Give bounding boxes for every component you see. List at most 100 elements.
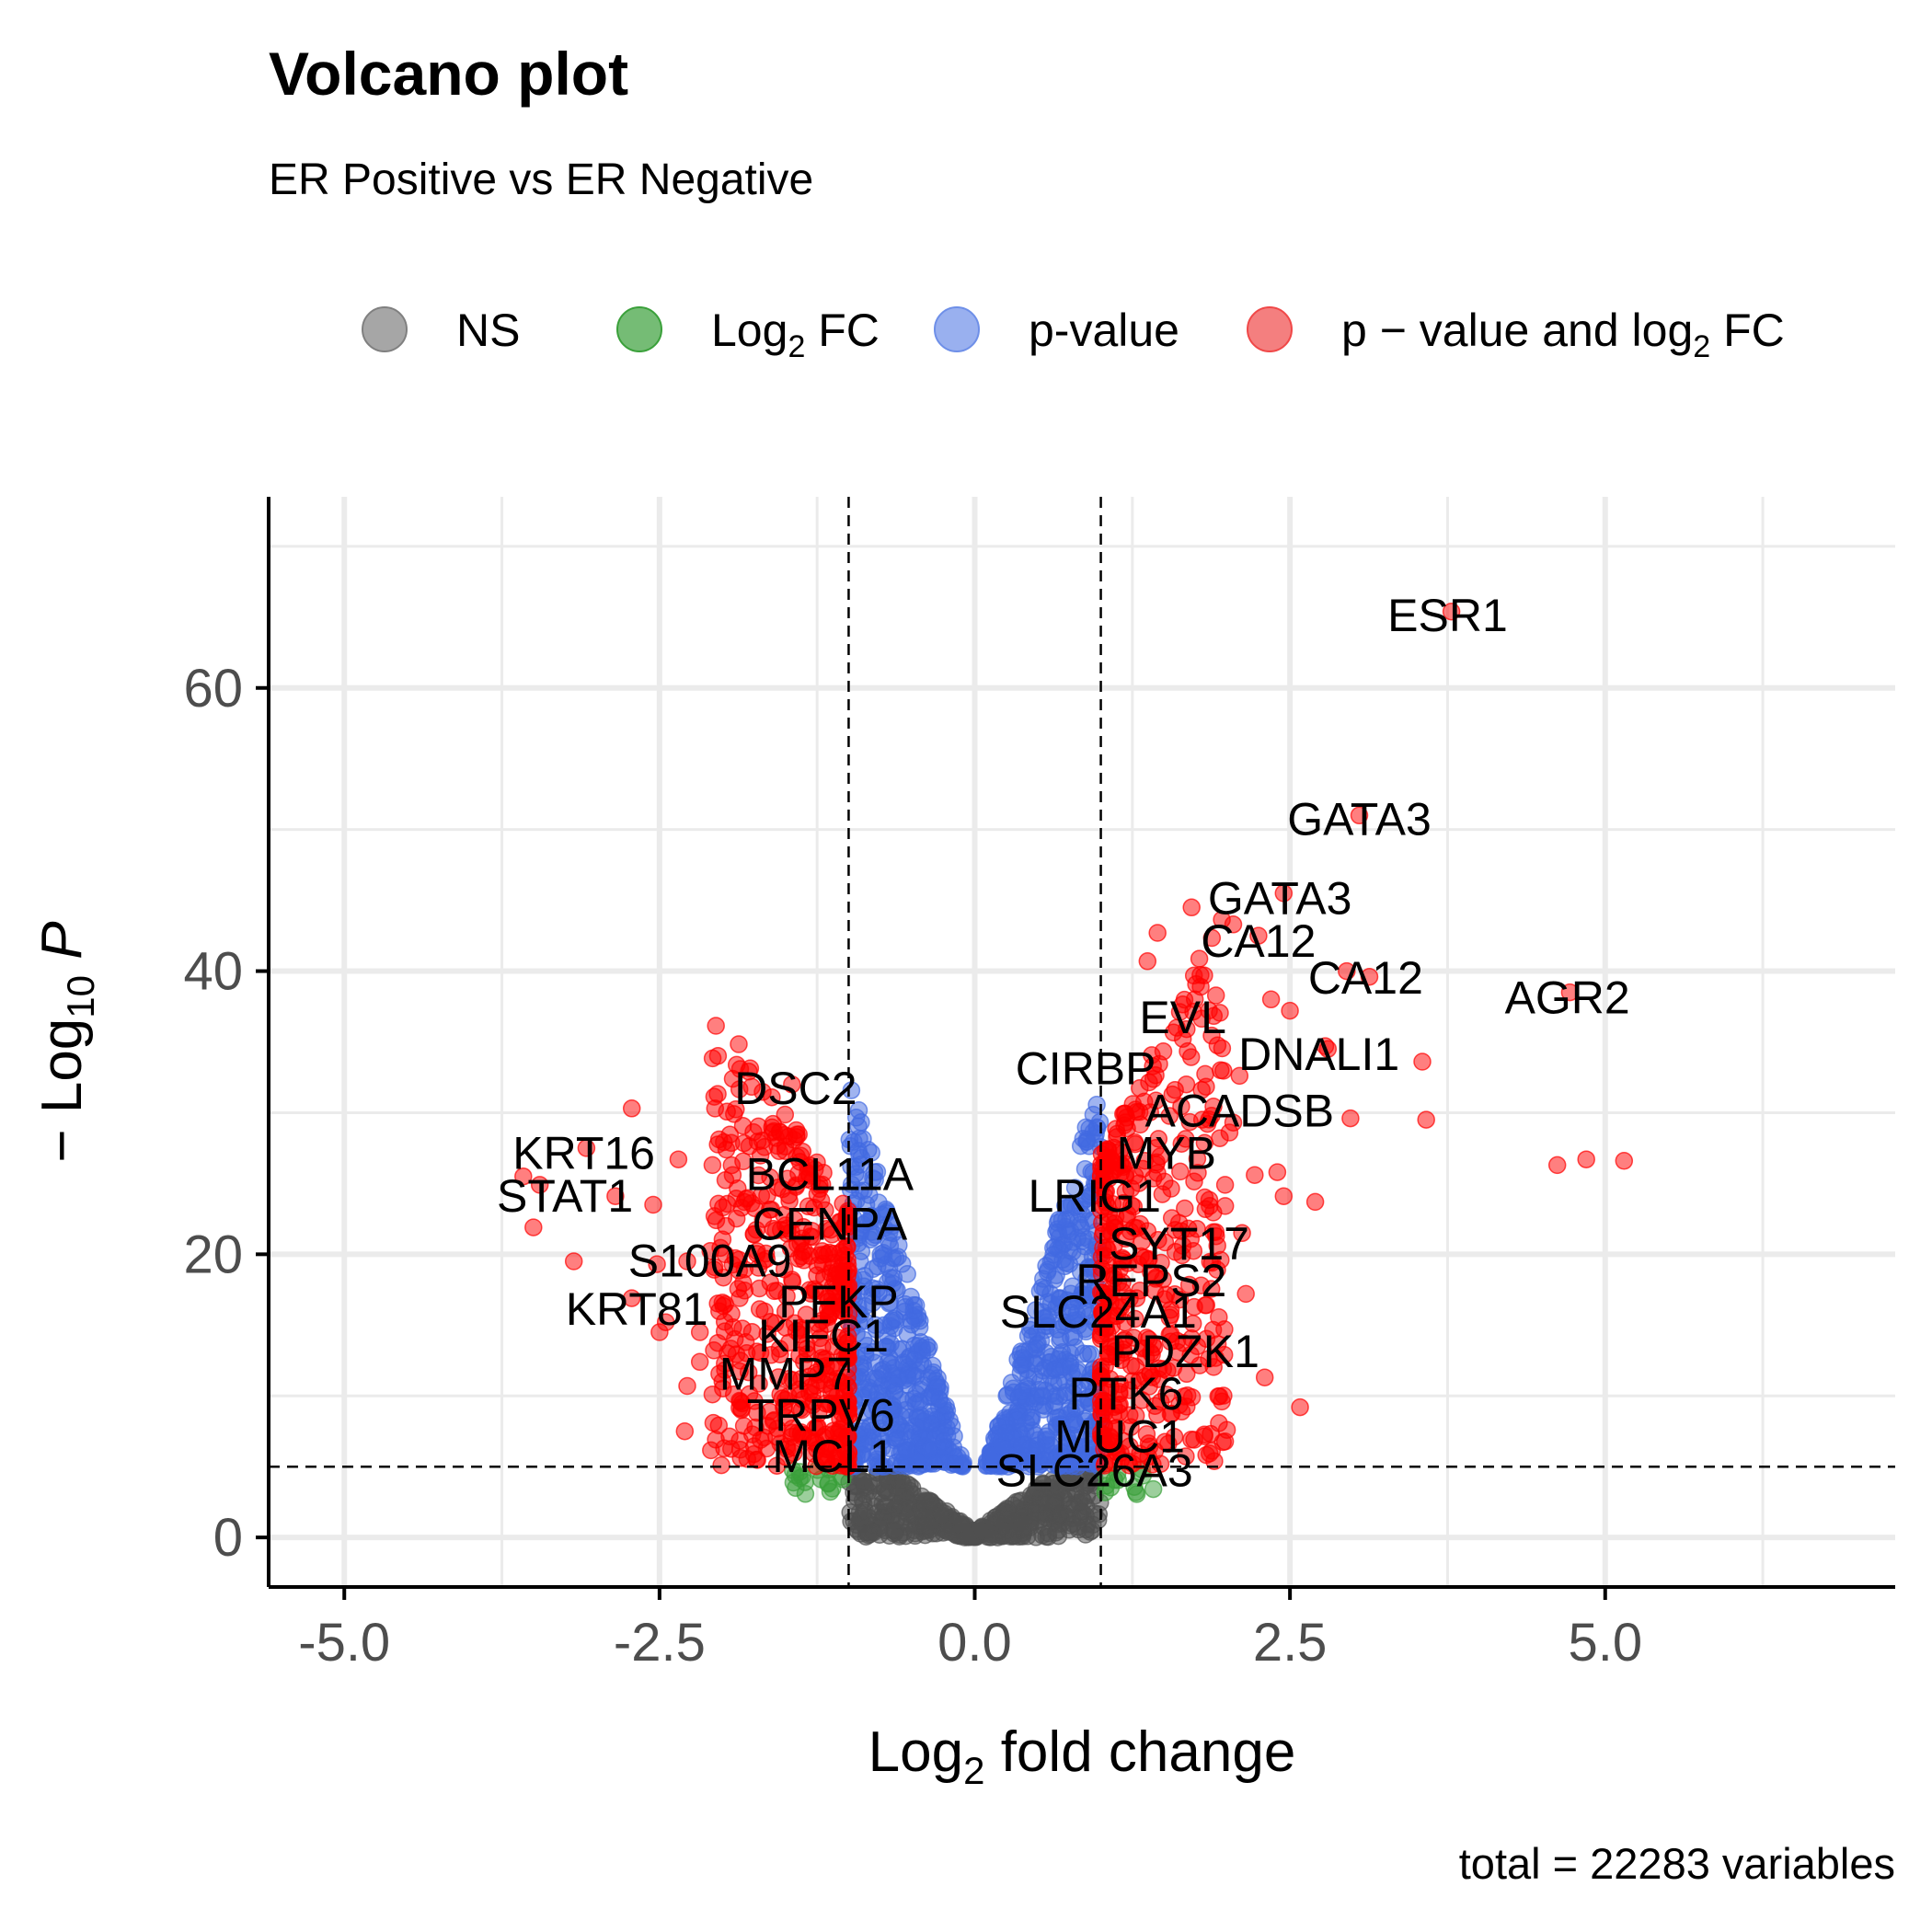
point-outlier [1560, 983, 1580, 1002]
point-p-and-fc [1111, 1164, 1131, 1182]
point-ns [854, 1472, 873, 1490]
point-p-and-fc [1184, 1241, 1203, 1260]
point-p-and-fc [1179, 1219, 1198, 1238]
point-p-and-fc [1215, 1176, 1235, 1194]
point-p-and-fc [1211, 1004, 1229, 1022]
legend-key-fc [616, 306, 662, 352]
point-outlier [1230, 1066, 1249, 1086]
gene-label: TRPV6 [747, 1389, 895, 1441]
point-p-and-fc [1177, 1130, 1195, 1148]
legend-label-ns: NS [456, 305, 520, 356]
point-outlier [1212, 1250, 1230, 1270]
point-p-value [883, 1397, 903, 1416]
point-log2fc [1144, 1479, 1163, 1499]
point-p-and-fc [1174, 1334, 1193, 1352]
point-p-and-fc [1200, 1110, 1218, 1129]
y-tick-label: 0 [213, 1508, 243, 1568]
point-p-and-fc [710, 1364, 729, 1383]
point-p-and-fc [713, 1230, 732, 1248]
point-p-and-fc [1098, 1156, 1117, 1175]
point-p-value [1017, 1414, 1036, 1432]
point-p-and-fc [1146, 1065, 1165, 1085]
point-outlier [644, 1195, 662, 1214]
point-p-value [1053, 1250, 1072, 1269]
point-ns [915, 1517, 935, 1535]
point-p-value [907, 1385, 926, 1403]
gene-label: MUC1 [1054, 1410, 1185, 1462]
point-p-and-fc [776, 1447, 796, 1466]
point-outlier [1213, 1392, 1231, 1411]
point-p-and-fc [1206, 986, 1225, 1005]
point-log2fc [1125, 1478, 1144, 1496]
gene-label: PDZK1 [1111, 1326, 1259, 1377]
point-p-value [1013, 1435, 1032, 1455]
chart-subtitle: ER Positive vs ER Negative [269, 155, 814, 204]
point-p-value [1052, 1211, 1072, 1229]
point-p-value [927, 1374, 947, 1394]
point-p-value [1069, 1316, 1087, 1335]
point-p-and-fc [1116, 1104, 1134, 1123]
point-p-and-fc [816, 1201, 834, 1220]
point-p-value [866, 1316, 885, 1334]
point-p-and-fc [1111, 1443, 1130, 1463]
gene-label: REPS2 [1075, 1255, 1226, 1306]
point-p-and-fc [1172, 1097, 1190, 1116]
point-p-value [918, 1340, 937, 1360]
point-p-and-fc [715, 1322, 734, 1340]
point-ns [1004, 1526, 1023, 1546]
gene-label: CA12 [1308, 952, 1423, 1004]
point-p-value [881, 1354, 901, 1374]
point-ns [932, 1505, 950, 1524]
point-p-and-fc [1146, 1091, 1166, 1110]
point-p-and-fc [730, 1362, 749, 1381]
point-p-value [1076, 1118, 1096, 1137]
point-p-and-fc [1214, 1345, 1234, 1364]
point-outlier [787, 1478, 805, 1498]
point-outlier [1291, 1397, 1309, 1417]
point-outlier [1233, 1224, 1251, 1243]
point-p-value [846, 1109, 866, 1127]
point-p-and-fc [1132, 1247, 1150, 1266]
point-ns [1027, 1512, 1046, 1530]
gene-label: ESR1 [1387, 590, 1508, 641]
point-p-and-fc [763, 1087, 781, 1107]
point-p-and-fc [761, 1273, 780, 1292]
gene-label: AGR2 [1505, 972, 1630, 1023]
point-outlier [1268, 1163, 1287, 1181]
point-p-and-fc [1190, 949, 1209, 968]
point-p-and-fc [712, 1455, 730, 1475]
point-p-value [1061, 1303, 1080, 1322]
point-p-and-fc [1104, 1266, 1123, 1285]
point-p-and-fc [800, 1384, 819, 1402]
point-outlier [1148, 924, 1167, 942]
point-p-and-fc [788, 1128, 806, 1146]
point-ns [1076, 1525, 1095, 1544]
gene-label: MCL1 [772, 1431, 894, 1482]
point-p-and-fc [792, 1400, 811, 1420]
point-p-and-fc [730, 1035, 748, 1053]
x-tick-label: -5.0 [298, 1613, 390, 1673]
point-p-and-fc [837, 1348, 857, 1367]
point-outlier [622, 1289, 641, 1307]
point-outlier [669, 1150, 688, 1168]
point-ns [877, 1498, 895, 1516]
point-outlier [1138, 952, 1157, 971]
point-p-and-fc [805, 1280, 824, 1298]
gene-label: ACADSB [1145, 1085, 1335, 1136]
point-p-value [854, 1359, 873, 1377]
point-p-and-fc [751, 1343, 770, 1363]
point-p-and-fc [732, 1198, 751, 1217]
y-tick-label: 20 [183, 1225, 243, 1284]
point-outlier [1217, 1420, 1236, 1439]
point-p-value [889, 1248, 907, 1266]
point-p-and-fc [1122, 1196, 1141, 1214]
point-outlier [703, 1385, 722, 1404]
point-p-value [855, 1434, 873, 1454]
point-outlier [675, 1421, 695, 1441]
point-p-value [1066, 1338, 1085, 1357]
point-p-and-fc [1098, 1432, 1116, 1452]
point-p-and-fc [753, 1251, 773, 1271]
point-p-and-fc [1180, 1112, 1200, 1132]
point-p-and-fc [817, 1365, 835, 1384]
